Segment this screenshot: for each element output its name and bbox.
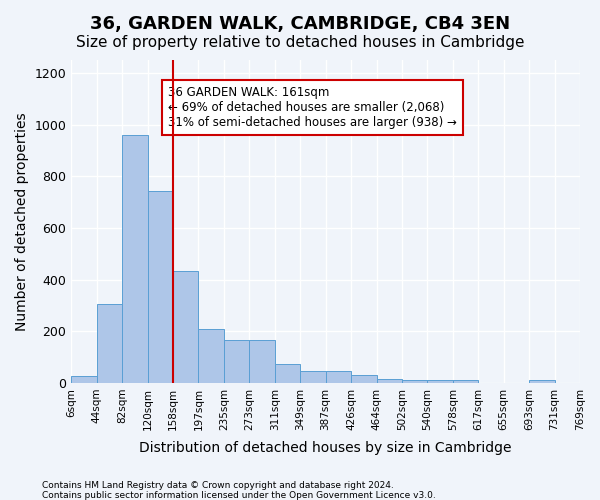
Text: Contains HM Land Registry data © Crown copyright and database right 2024.: Contains HM Land Registry data © Crown c…	[42, 481, 394, 490]
Bar	[173, 272, 199, 383]
Bar	[326, 370, 351, 383]
Bar	[300, 370, 326, 383]
Bar	[250, 340, 275, 383]
Bar	[148, 191, 173, 383]
Text: Size of property relative to detached houses in Cambridge: Size of property relative to detached ho…	[76, 35, 524, 50]
Bar	[97, 304, 122, 383]
Bar	[224, 340, 250, 383]
Bar	[453, 380, 478, 383]
Text: Contains public sector information licensed under the Open Government Licence v3: Contains public sector information licen…	[42, 491, 436, 500]
Bar	[122, 135, 148, 383]
Bar	[351, 375, 377, 383]
Y-axis label: Number of detached properties: Number of detached properties	[15, 112, 29, 331]
Bar	[275, 364, 300, 383]
Bar	[402, 380, 427, 383]
Bar	[377, 378, 402, 383]
Bar	[529, 380, 554, 383]
Bar	[427, 380, 453, 383]
Text: 36 GARDEN WALK: 161sqm
← 69% of detached houses are smaller (2,068)
31% of semi-: 36 GARDEN WALK: 161sqm ← 69% of detached…	[168, 86, 457, 129]
Text: 36, GARDEN WALK, CAMBRIDGE, CB4 3EN: 36, GARDEN WALK, CAMBRIDGE, CB4 3EN	[90, 15, 510, 33]
X-axis label: Distribution of detached houses by size in Cambridge: Distribution of detached houses by size …	[139, 441, 512, 455]
Bar	[199, 328, 224, 383]
Bar	[71, 376, 97, 383]
